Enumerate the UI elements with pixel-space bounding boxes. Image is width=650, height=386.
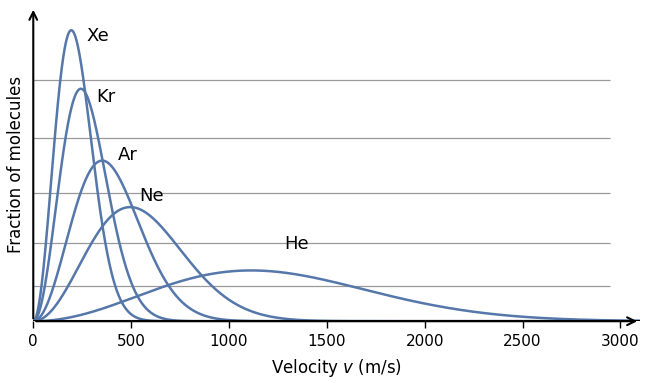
- Text: Xe: Xe: [86, 27, 109, 45]
- X-axis label: Velocity $v$ (m/s): Velocity $v$ (m/s): [271, 357, 402, 379]
- Text: Ne: Ne: [139, 187, 164, 205]
- Text: Ar: Ar: [118, 146, 137, 164]
- Text: Kr: Kr: [96, 88, 115, 106]
- Text: He: He: [284, 235, 308, 253]
- Y-axis label: Fraction of molecules: Fraction of molecules: [7, 76, 25, 253]
